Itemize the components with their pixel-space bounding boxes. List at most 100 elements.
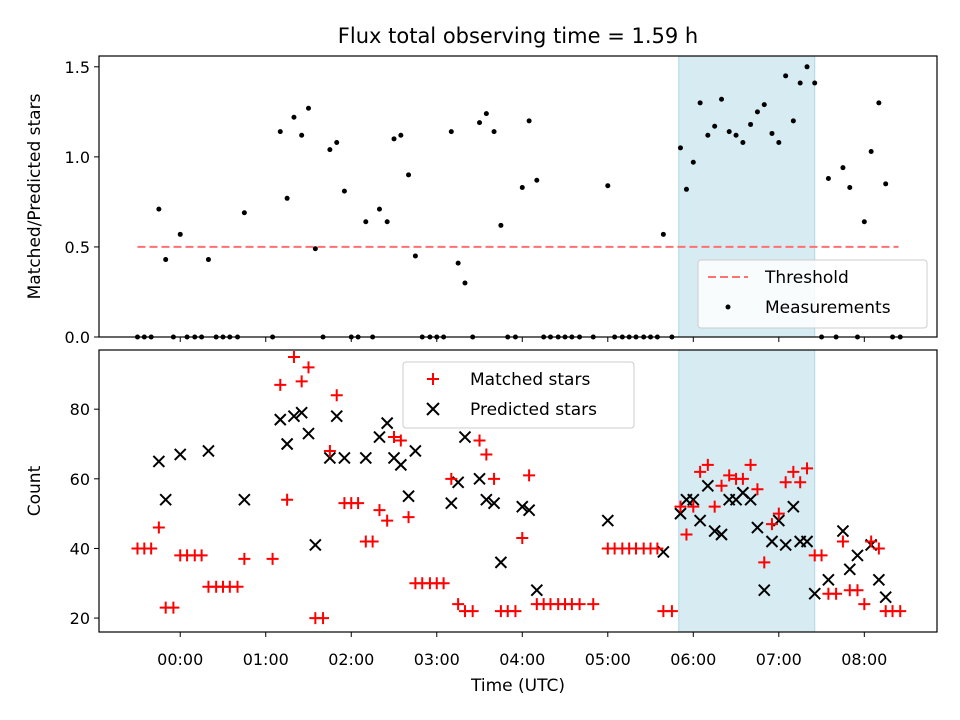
measurement-point [797,80,803,86]
matched-point [858,598,871,611]
matched-point [281,493,294,506]
bottom-x-tick-label: 00:00 [157,650,203,669]
predicted-point [822,573,835,586]
matched-point [381,514,394,527]
measurement-point [412,253,418,259]
measurement-point [519,184,525,190]
predicted-point [445,496,458,510]
measurement-point [812,80,818,86]
legend-predicted-swatch [426,402,440,416]
predicted-point [330,409,343,423]
measurement-point [455,260,461,266]
matched-point [516,532,529,544]
predicted-point [409,444,422,458]
predicted-point [159,493,172,506]
predicted-point [302,427,315,440]
matched-point [830,587,843,600]
measurement-point [462,280,468,286]
top-y-tick-label: 0.5 [65,238,90,257]
measurement-point [327,147,333,153]
predicted-point [280,437,294,451]
legend-measurements-swatch [725,304,731,310]
matched-point [523,469,536,482]
bottom-x-axis: 00:00 01:00 02:00 03:00 04:00 05:00 06:00 07:00… [157,632,887,669]
predicted-point [309,538,322,552]
measurement-point [740,139,746,145]
predicted-point [800,535,814,548]
predicted-point [152,455,166,468]
bottom-highlight-layer [678,349,816,633]
predicted-point [516,500,529,513]
measurement-point [690,159,696,165]
predicted-point [674,507,687,520]
measurement-point [312,246,318,252]
measurement-point [683,186,689,192]
matched-point [509,605,522,618]
predicted-point [808,587,821,600]
predicted-point [323,451,337,465]
measurement-point [783,73,789,79]
matched-point [723,469,736,482]
legend-threshold-label: Threshold [764,268,849,288]
measurement-point [748,121,754,127]
measurement-point [712,123,718,129]
predicted-point [473,472,486,486]
measurement-point [341,188,347,194]
measurement-point [376,206,382,212]
bottom-x-tick-label: 06:00 [670,650,716,669]
predicted-point [751,521,764,534]
matched-point [680,528,693,541]
matched-point [445,472,458,485]
measurement-point [205,257,211,263]
measurement-point [277,129,283,135]
matched-point [701,458,714,471]
matched-point [274,378,287,391]
matched-point [894,605,907,618]
top-y-axis: 0.0 0.5 1.0 1.5 [65,58,99,347]
predicted-point [779,538,792,552]
predicted-point [494,556,508,569]
bottom-y-tick-label: 80 [70,400,90,419]
top-y-tick-label: 1.0 [65,148,90,167]
bottom-y-tick-label: 20 [70,609,90,628]
measurement-point [840,165,846,171]
predicted-point [851,549,864,562]
predicted-point [174,448,187,461]
matched-point [473,434,486,447]
measurement-point [790,118,796,124]
measurement-point [291,114,297,120]
matched-point [231,580,244,593]
top-y-axis-label: Matched/Predicted stars [25,93,45,299]
predicted-point [708,524,721,538]
chart-title: Flux total observing time = 1.59 h [338,24,698,48]
predicted-point [765,535,779,548]
measurement-point [705,132,711,138]
bottom-x-tick-label: 04:00 [499,650,545,669]
measurement-point [306,105,311,111]
measurement-point [605,183,611,189]
predicted-point [487,496,501,510]
bottom-points-layer [131,350,907,625]
matched-point [815,549,828,562]
predicted-point [338,451,351,465]
matched-point [402,511,415,524]
measurement-point [398,132,404,138]
matched-point [452,598,465,611]
measurement-point [406,172,412,178]
matched-point [238,552,251,565]
bottom-y-axis: 20 40 60 80 [70,400,99,628]
matched-point [330,389,343,402]
measurement-point [526,118,532,124]
predicted-point [202,444,215,458]
predicted-point [836,524,850,538]
measurement-point [776,139,782,145]
top-x-ticks [179,337,865,342]
predicted-point [601,514,614,527]
matched-point [865,535,878,548]
measurement-point [334,139,340,145]
bottom-x-tick-label: 01:00 [243,650,289,669]
predicted-point [274,413,287,426]
bottom-legend-box [402,361,635,429]
matched-point [488,472,501,485]
